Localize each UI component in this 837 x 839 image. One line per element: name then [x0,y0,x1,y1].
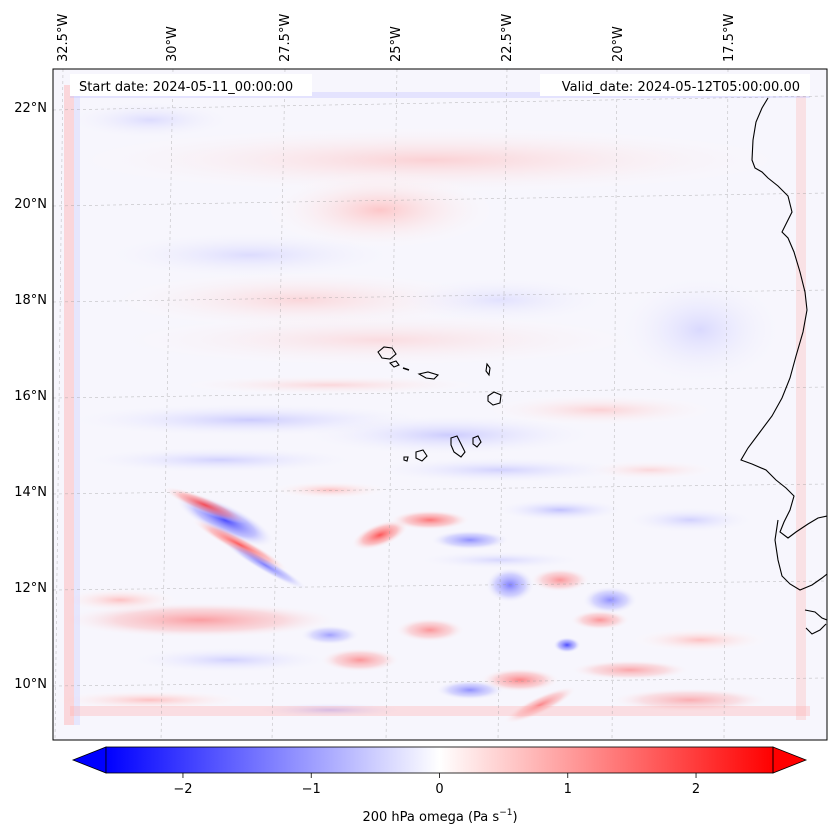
lat-tick: 22°N [14,101,47,116]
island-santa-luzia [402,367,410,371]
colorbar-field: 200 hPa omega [362,810,463,825]
lon-tick: 32.5°W [56,14,71,62]
island-fogo [415,449,428,462]
colorbar-units: Pa s [473,810,499,825]
colorbar-ramp [106,747,773,773]
lat-tick: 16°N [14,389,47,404]
lat-tick: 14°N [14,485,47,500]
lon-tick: 30°W [165,26,180,62]
island-brava [403,456,409,462]
valid-date-label: Valid_date: 2024-05-12T05:00:00.00 [562,80,800,95]
colorbar-ticks: −2 −1 0 1 2 [173,773,700,797]
island-santiago [450,435,466,458]
colorbar-tick-label: 1 [564,782,572,797]
colorbar-tick-label: −2 [173,782,192,797]
latitude-labels: 22°N 20°N 18°N 16°N 14°N 12°N 10°N [14,101,47,692]
island-boa-vista [487,391,502,406]
lat-tick: 10°N [14,677,47,692]
colorbar-units-exponent: −1 [499,808,512,818]
colorbar-tick-label: 2 [692,782,700,797]
lon-tick: 17.5°W [722,14,737,62]
colorbar-tick-label: 0 [435,782,443,797]
coastline [377,97,827,635]
map-frame [52,68,828,741]
lat-tick: 20°N [14,197,47,212]
gridlines [53,69,827,740]
lon-tick: 22.5°W [500,14,515,62]
africa-coastline [740,97,827,539]
lon-tick: 27.5°W [278,14,293,62]
island-maio [472,435,482,448]
island-sao-vicente [388,360,400,368]
lat-tick: 12°N [14,581,47,596]
lat-tick: 18°N [14,293,47,308]
start-date-label: Start date: 2024-05-11_00:00:00 [79,80,293,95]
colorbar: −2 −1 0 1 2 200 hPa omega (Pa s−1) [71,746,808,825]
colorbar-extend-low [71,746,107,774]
colorbar-label: 200 hPa omega (Pa s−1) [362,808,517,825]
island-sal [485,362,491,377]
island-sao-nicolau [417,371,440,380]
island-santo-antao [377,346,397,360]
longitude-labels: 32.5°W 30°W 27.5°W 25°W 22.5°W 20°W 17.5… [56,14,737,62]
omega-field [53,85,810,725]
colorbar-extend-high [772,746,808,774]
lon-tick: 20°W [611,26,626,62]
map-panel: Start date: 2024-05-11_00:00:00 Valid_da… [52,68,828,741]
colorbar-tick-label: −1 [302,782,321,797]
lon-tick: 25°W [389,26,404,62]
